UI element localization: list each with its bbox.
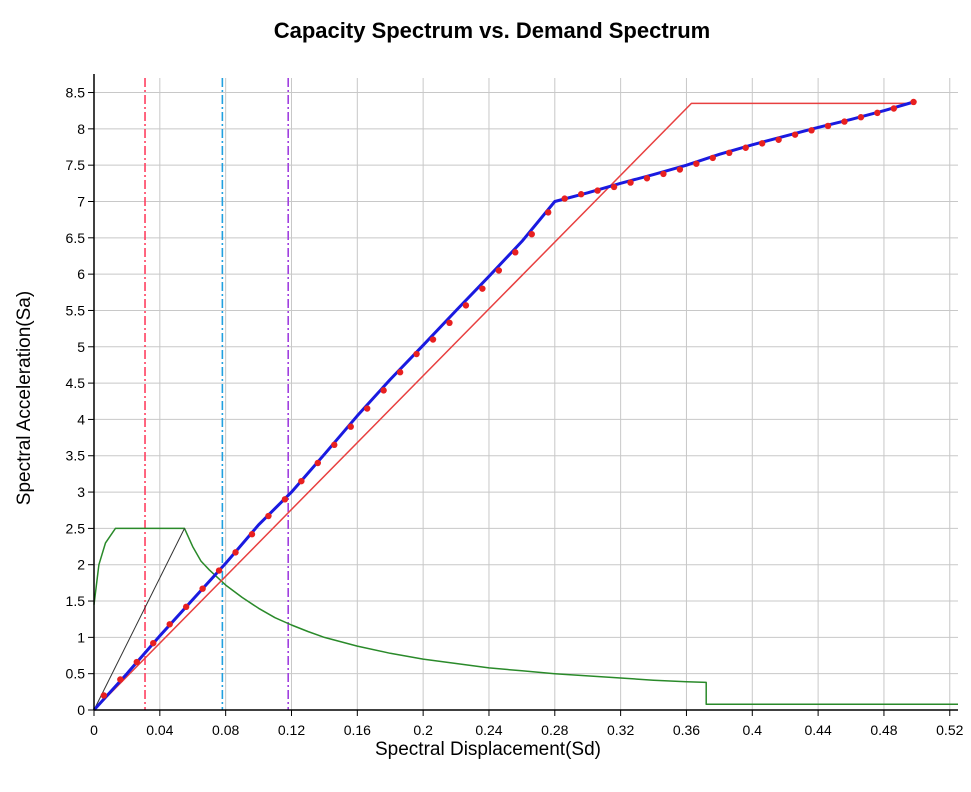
capacity-point (528, 230, 535, 238)
capacity-point (298, 477, 305, 485)
capacity-point (479, 285, 486, 292)
y-tick-label: 0.5 (66, 666, 86, 682)
y-tick-label: 2 (77, 557, 85, 573)
capacity-point (791, 131, 799, 138)
capacity-point (182, 603, 190, 611)
y-tick-label: 5 (77, 339, 85, 355)
x-tick-label: 0.44 (804, 722, 831, 738)
x-tick-label: 0.28 (541, 722, 568, 738)
capacity-point (643, 175, 651, 182)
x-tick-label: 0.4 (743, 722, 763, 738)
capacity-point (545, 209, 552, 216)
x-axis-label: Spectral Displacement(Sd) (375, 739, 601, 760)
capacity-point (495, 267, 503, 274)
capacity-point (890, 105, 898, 112)
capacity-point (265, 512, 272, 520)
capacity-point (512, 249, 519, 256)
x-tick-label: 0 (90, 722, 98, 738)
capacity-point (363, 405, 371, 412)
capacity-point (775, 136, 782, 143)
capacity-point (462, 302, 470, 309)
capacity-point (100, 692, 108, 699)
capacity-point (910, 98, 917, 106)
capacity-point (429, 336, 437, 343)
capacity-point (150, 639, 157, 647)
capacity-point (314, 459, 322, 467)
capacity-point (166, 621, 173, 628)
series-line-3 (93, 102, 914, 711)
x-tick-label: 0.24 (475, 722, 502, 738)
capacity-point (117, 676, 124, 683)
y-tick-label: 5.5 (66, 302, 86, 318)
capacity-point (281, 496, 289, 503)
y-tick-label: 6 (77, 266, 85, 282)
capacity-point (561, 195, 568, 202)
x-tick-label: 0.52 (936, 722, 963, 738)
capacity-point (709, 154, 716, 162)
y-tick-label: 4.5 (66, 375, 86, 391)
capacity-point (215, 567, 223, 574)
y-tick-label: 2.5 (66, 520, 86, 536)
y-tick-label: 8 (77, 121, 85, 137)
x-tick-label: 0.12 (278, 722, 305, 738)
y-tick-label: 1 (77, 629, 85, 645)
vertical-lines (144, 78, 289, 710)
y-axis-label: Spectral Acceleration(Sa) (14, 291, 35, 505)
capacity-point (446, 319, 453, 327)
capacity-point (347, 423, 354, 430)
capacity-point (133, 658, 140, 666)
y-tick-label: 1.5 (66, 593, 86, 609)
y-tick-label: 6.5 (66, 230, 86, 246)
capacity-point (742, 144, 749, 151)
y-tick-label: 3.5 (66, 448, 86, 464)
capacity-point (660, 170, 667, 178)
capacity-point (610, 183, 618, 191)
capacity-point (758, 140, 766, 147)
series-line-1 (93, 527, 958, 705)
y-tick-label: 4 (77, 411, 85, 427)
x-tick-label: 0.08 (212, 722, 239, 738)
capacity-point (396, 369, 404, 376)
capacity-point (232, 549, 239, 556)
capacity-point (331, 441, 338, 449)
capacity-point (577, 191, 585, 198)
capacity-point (874, 109, 881, 117)
capacity-point (676, 166, 684, 173)
capacity-point (841, 118, 848, 125)
capacity-point (726, 149, 733, 157)
grid (94, 78, 958, 710)
capacity-point (413, 350, 420, 358)
series-line-2 (93, 528, 185, 711)
capacity-point (808, 127, 815, 134)
capacity-point (199, 585, 206, 592)
capacity-point (857, 114, 865, 121)
tick-labels: 0 0.04 0.08 0.12 0.16 0.2 0.24 0.28 0.32 0.36 0.4 0… (66, 85, 964, 738)
x-tick-label: 0.16 (344, 722, 371, 738)
capacity-point (380, 387, 387, 394)
y-tick-label: 3 (77, 484, 85, 500)
capacity-point (594, 187, 601, 194)
series-lines (92, 100, 958, 712)
capacity-point (693, 160, 700, 167)
x-tick-label: 0.2 (413, 722, 433, 738)
chart-title: Capacity Spectrum vs. Demand Spectrum (274, 18, 710, 43)
y-tick-label: 7.5 (66, 157, 86, 173)
x-tick-label: 0.36 (673, 722, 700, 738)
y-tick-label: 7 (77, 193, 85, 209)
capacity-point (248, 531, 256, 538)
capacity-markers (100, 98, 917, 699)
x-tick-label: 0.04 (146, 722, 173, 738)
axes (88, 74, 958, 716)
y-tick-label: 8.5 (66, 85, 86, 101)
capacity-point (627, 179, 634, 186)
capacity-point (824, 122, 832, 130)
x-tick-label: 0.32 (607, 722, 634, 738)
x-tick-label: 0.48 (870, 722, 897, 738)
series-line-4 (92, 100, 915, 712)
y-tick-label: 0 (77, 702, 85, 718)
